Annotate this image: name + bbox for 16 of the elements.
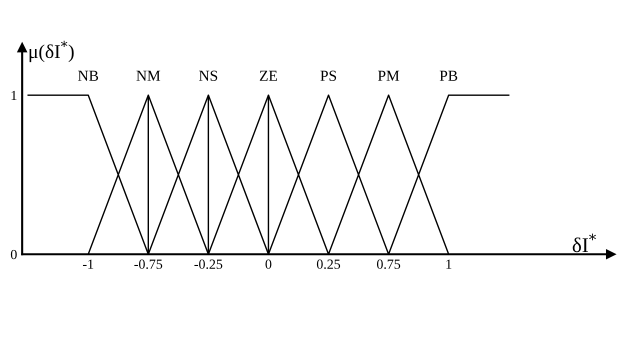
x-tick-label: 0.75 xyxy=(376,260,400,269)
series-label: PB xyxy=(440,70,458,81)
series-label: NB xyxy=(78,70,98,81)
x-tick-label: 0.25 xyxy=(316,260,340,269)
y-axis-title: μ(δI$^{*}$) xyxy=(30,40,74,62)
series-label: ZE xyxy=(260,70,278,81)
x-tick-label: -0.25 xyxy=(194,260,222,269)
x-tick-label: 1 xyxy=(446,260,452,269)
series-label: NS xyxy=(199,70,218,81)
series-label: PM xyxy=(378,70,400,81)
series-label: PS xyxy=(320,70,336,81)
x-tick-label: -1 xyxy=(82,260,94,269)
x-tick-label: -0.75 xyxy=(134,260,162,269)
x-tick-label: 0 xyxy=(266,260,272,269)
series-label: NM xyxy=(136,70,160,81)
x-axis-title: δI$^{*}$ xyxy=(572,234,596,252)
